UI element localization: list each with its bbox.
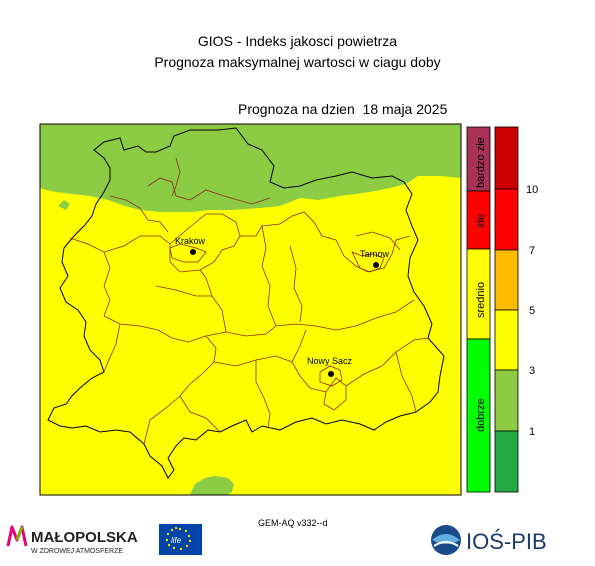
legend-label-very-bad: bardzo złe <box>475 137 487 188</box>
ios-pib-logo: IOŚ-PIB <box>431 525 547 555</box>
scale-tick-5: 5 <box>529 305 535 317</box>
scale-band-10 <box>494 126 519 190</box>
forecast-date: Prognoza na dzien 18 maja 2025 <box>238 101 448 117</box>
district-borders <box>69 157 429 445</box>
green-patch-west <box>58 200 70 210</box>
scale-tick-10: 10 <box>526 184 538 196</box>
malopolska-logo: MAŁOPOLSKA W ZDROWEJ ATMOSFERZE <box>6 525 138 555</box>
city-krakow: Krakow <box>175 236 206 255</box>
scale-band-1 <box>494 369 519 432</box>
city-tarnow: Tarnow <box>360 249 390 268</box>
city-label-nowy-sacz: Nowy Sacz <box>307 356 353 366</box>
map-frame <box>39 123 462 496</box>
scale-band-5 <box>494 249 519 311</box>
scale-tick-3: 3 <box>529 365 535 377</box>
voivodeship-border <box>47 127 445 479</box>
ios-pib-name: IOŚ-PIB <box>466 529 547 554</box>
scale-band-3 <box>494 309 519 371</box>
life-label: life <box>171 536 182 545</box>
scale-legend: 10 7 5 3 1 <box>494 126 538 493</box>
city-marker <box>328 371 334 377</box>
green-region-south <box>190 476 234 495</box>
legend-label-medium: srednio <box>475 282 487 318</box>
city-marker <box>190 249 196 255</box>
map-subtitle: Prognoza maksymalnej wartosci w ciagu do… <box>154 54 441 70</box>
scale-band-7 <box>494 188 519 251</box>
eu-stars <box>165 526 192 551</box>
model-version: GEM-AQ v332--d <box>258 518 328 528</box>
city-label-tarnow: Tarnow <box>360 249 390 259</box>
green-region-north <box>40 124 461 212</box>
legend-label-good: dobrze <box>475 398 487 432</box>
malopolska-tagline: W ZDROWEJ ATMOSFERZE <box>31 548 123 555</box>
eu-life-logo: life <box>159 524 202 555</box>
scale-tick-1: 1 <box>529 426 535 438</box>
map-title: GIOS - Indeks jakosci powietrza <box>197 33 398 49</box>
legend-label-bad: złe <box>475 214 487 228</box>
category-legend: bardzo złe złe srednio dobrze <box>466 126 491 493</box>
city-marker <box>373 262 379 268</box>
malopolska-name: MAŁOPOLSKA <box>31 529 138 546</box>
city-nowy-sacz: Nowy Sacz <box>307 356 353 377</box>
legend-good <box>466 338 491 493</box>
city-label-krakow: Krakow <box>175 236 206 246</box>
scale-band-0 <box>494 430 519 493</box>
scale-tick-7: 7 <box>529 245 535 257</box>
